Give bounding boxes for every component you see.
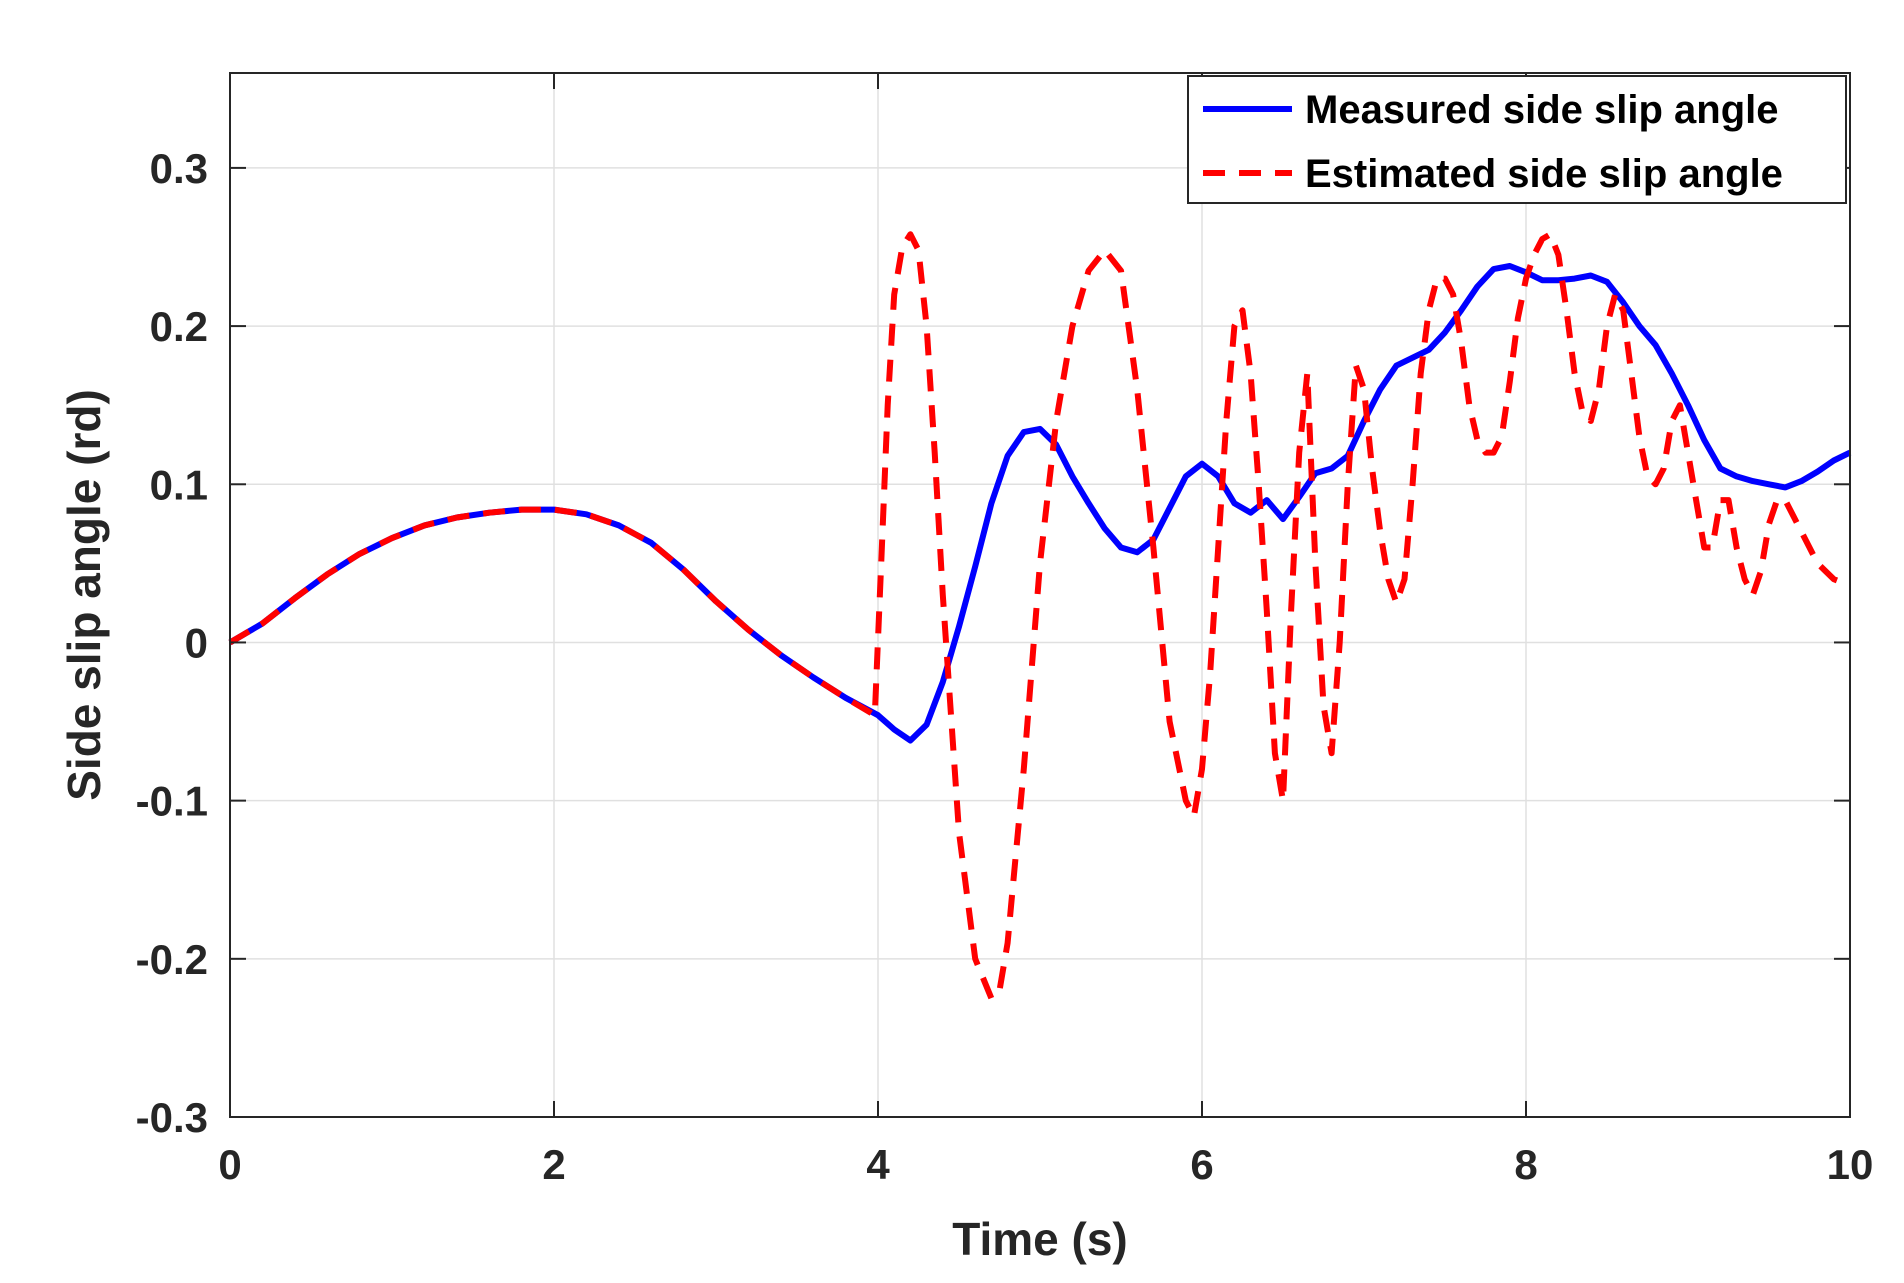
x-tick-label: 2 [542,1141,565,1188]
series-layer [228,231,1852,1002]
estimated-series-line [228,231,1852,1002]
x-tick-label: 6 [1190,1141,1213,1188]
y-axis-label: Side slip angle (rd) [58,389,110,801]
plot-area [230,73,1850,1117]
y-tick-label: -0.1 [136,778,208,825]
x-tick-label: 4 [866,1141,890,1188]
legend-label-measured: Measured side slip angle [1305,88,1779,132]
y-tick-label: 0.1 [150,461,208,508]
legend-box [1187,75,1847,204]
y-tick-label: 0.2 [150,303,208,350]
y-tick-label: -0.3 [136,1094,208,1141]
x-tick-label: 10 [1827,1141,1874,1188]
x-tick-label: 8 [1514,1141,1537,1188]
x-axis-label: Time (s) [952,1213,1128,1265]
tick-labels: 0 2 4 6 8 10 -0.3 -0.2 -0.1 0 0.1 0.2 0.3 [136,145,1874,1188]
x-tick-label: 0 [218,1141,241,1188]
legend-label-estimated: Estimated side slip angle [1305,152,1783,196]
y-tick-label: 0.3 [150,145,208,192]
legend: Measured side slip angle Estimated side … [1187,75,1847,204]
y-tick-label: 0 [185,619,208,666]
tick-marks [229,73,1851,1118]
y-tick-label: -0.2 [136,936,208,983]
axes-box [229,72,1851,1118]
